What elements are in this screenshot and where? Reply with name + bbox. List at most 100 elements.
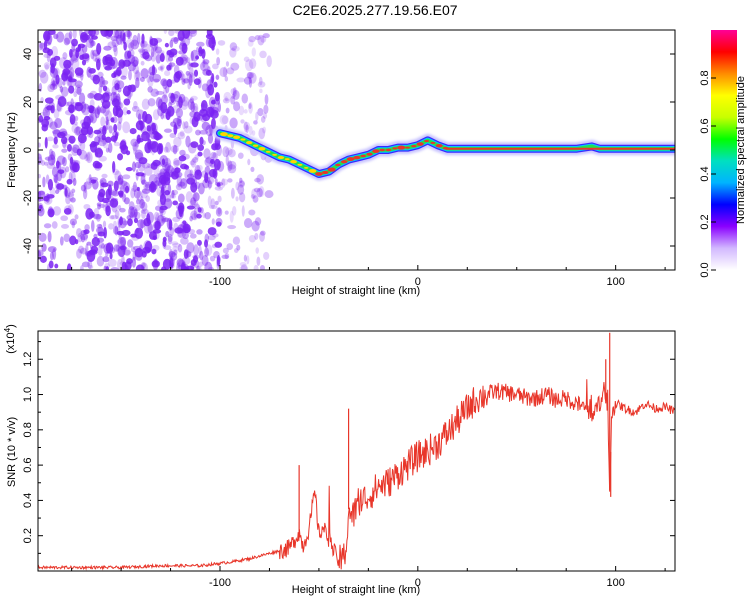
noise-blob [243, 254, 247, 262]
noise-blob [231, 45, 240, 52]
colorbar-tick-label: 0.8 [699, 70, 711, 85]
noise-blob [170, 37, 180, 42]
noise-blob [102, 220, 107, 228]
noise-blob [113, 220, 117, 228]
noise-blob [42, 47, 51, 54]
trace-core-blob [379, 148, 386, 152]
noise-blob [66, 75, 73, 87]
noise-blob [63, 37, 70, 46]
noise-blob [217, 181, 222, 189]
noise-blob [221, 178, 229, 186]
trace-core-blob [360, 154, 367, 158]
noise-blob [109, 198, 119, 208]
noise-blob [81, 261, 90, 268]
noise-blob [163, 245, 172, 251]
noise-blob [222, 98, 230, 104]
noise-blob [102, 140, 109, 149]
noise-blob [194, 169, 202, 180]
noise-blob [110, 117, 115, 123]
noise-blob [130, 188, 136, 199]
noise-blob [197, 144, 205, 151]
noise-blob [174, 30, 180, 34]
noise-blob [74, 67, 84, 76]
trace-core-blob [430, 141, 436, 144]
noise-blob [63, 233, 71, 243]
noise-blob [182, 220, 187, 225]
noise-blob [172, 245, 179, 252]
noise-blob [67, 104, 77, 113]
noise-blob [160, 52, 165, 62]
noise-blob [176, 227, 184, 238]
snr-frame [37, 330, 676, 572]
noise-blob [69, 235, 77, 246]
colorbar-tick-label: 0.2 [699, 214, 711, 229]
noise-blob [161, 217, 170, 223]
trace-halo [213, 126, 675, 181]
noise-blob [112, 168, 120, 176]
noise-blob [47, 208, 55, 218]
noise-blob [186, 205, 195, 210]
noise-blob [83, 229, 90, 235]
noise-blob [135, 169, 139, 181]
noise-blob [54, 117, 63, 129]
y-tick-label: 0.4 [22, 493, 34, 508]
noise-blob [247, 72, 255, 79]
noise-blob [207, 234, 216, 241]
noise-blob [248, 77, 253, 88]
noise-blob [38, 232, 47, 243]
noise-blob [181, 96, 190, 107]
noise-blob [39, 255, 47, 263]
noise-blob [89, 141, 98, 153]
noise-blob [140, 208, 149, 214]
noise-blob [38, 153, 42, 160]
noise-blob [171, 241, 179, 246]
noise-blob [88, 107, 94, 114]
noise-blob [46, 51, 51, 63]
noise-blob [120, 75, 127, 80]
noise-blob [214, 91, 220, 102]
noise-blob [193, 203, 200, 210]
noise-blob [179, 209, 184, 218]
noise-blob [139, 244, 143, 252]
noise-blob [146, 121, 156, 133]
noise-blob [95, 58, 101, 71]
noise-blob [117, 177, 124, 186]
noise-blob [66, 263, 72, 270]
noise-blob [60, 224, 70, 229]
noise-blob [232, 206, 237, 216]
noise-blob [207, 133, 214, 144]
noise-blob [173, 64, 180, 76]
noise-blob [216, 182, 221, 187]
noise-blob [164, 217, 169, 222]
noise-blob [144, 240, 153, 253]
noise-blob [65, 194, 71, 205]
noise-blob [38, 190, 46, 196]
noise-blob [62, 138, 68, 149]
noise-blob [123, 98, 131, 106]
noise-blob [70, 98, 74, 107]
noise-blob [239, 192, 246, 203]
noise-blob [194, 154, 199, 160]
noise-blob [91, 236, 100, 247]
colorbar-axis: 0.0 0.2 0.4 0.6 0.8 [699, 70, 716, 278]
noise-blob [189, 215, 193, 222]
noise-blob [207, 176, 215, 185]
trace-core-blob [233, 135, 241, 140]
noise-blob [39, 71, 49, 84]
noise-blob [191, 116, 199, 128]
noise-blob [185, 135, 191, 148]
noise-blob [202, 178, 210, 189]
noise-blob [96, 213, 101, 222]
noise-blob [46, 194, 55, 199]
noise-blob [170, 121, 177, 127]
noise-blob [239, 261, 247, 267]
noise-blob [190, 158, 197, 168]
noise-blob [153, 40, 159, 51]
noise-blob [197, 207, 202, 213]
noise-blob [211, 143, 219, 151]
noise-blob [201, 121, 211, 131]
noise-blob [109, 252, 113, 260]
noise-blob [166, 78, 173, 88]
noise-blob [163, 30, 167, 34]
noise-blob [184, 121, 189, 129]
